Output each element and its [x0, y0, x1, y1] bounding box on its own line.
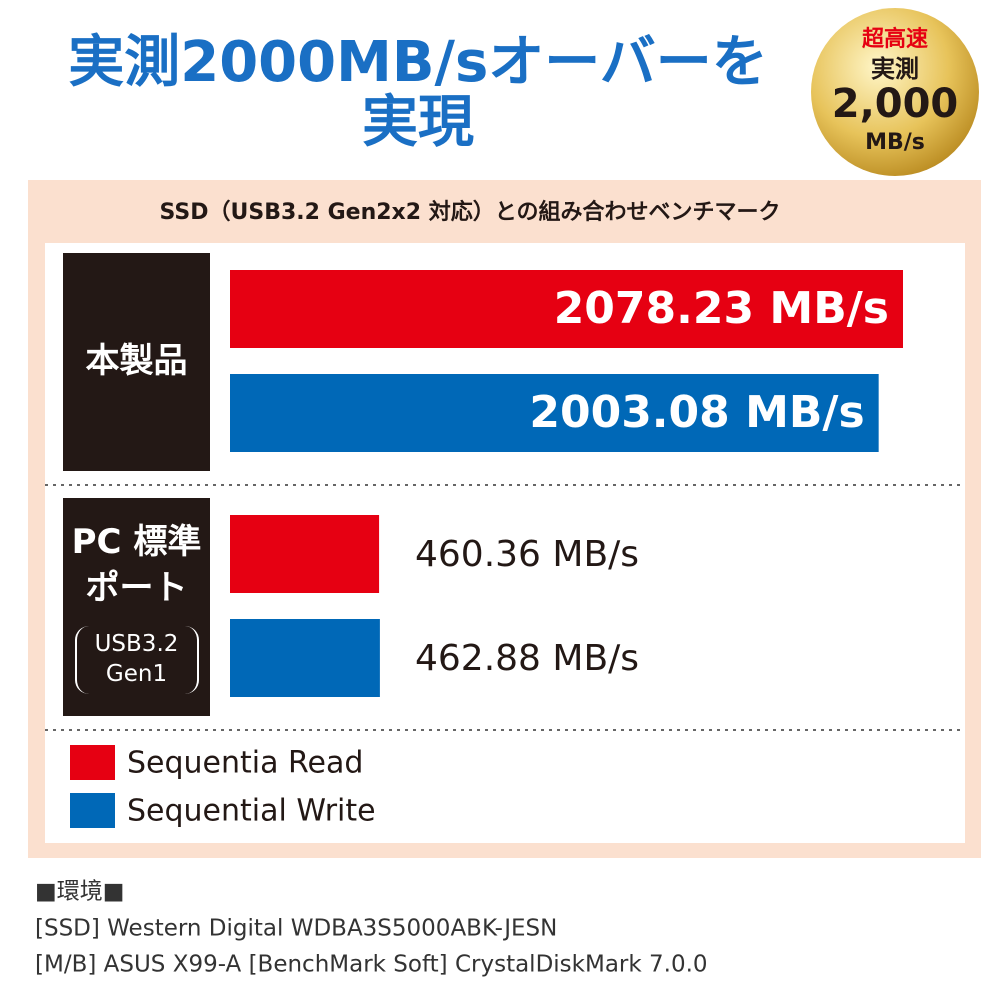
value-label: 2078.23 MB/s [554, 283, 889, 334]
badge-text: MB/s [865, 130, 925, 155]
category-text: 本製品 [85, 341, 188, 382]
footer-line: [M/B] ASUS X99-A [BenchMark Soft] Crysta… [35, 952, 708, 978]
category-label: PC 標準ポート USB3.2 Gen1 [63, 498, 210, 716]
badge-text: 実測 [871, 55, 919, 83]
bar [230, 270, 903, 348]
badge [811, 8, 979, 176]
bar [230, 619, 380, 697]
value-label: 462.88 MB/s [415, 638, 639, 679]
bar [230, 515, 380, 593]
category-note: USB3.2 Gen1 [74, 626, 199, 694]
category-label: 本製品 [63, 253, 210, 471]
footer-heading: ■環境■ [35, 879, 124, 905]
value-label: 460.36 MB/s [415, 534, 639, 575]
category-box [63, 498, 210, 716]
value-label: 2003.08 MB/s [529, 387, 864, 438]
badge-text: 2,000 [832, 81, 959, 127]
badge-text: 超高速 [862, 26, 928, 52]
bar [230, 374, 879, 452]
category-box [63, 253, 210, 471]
headline: 実現 [362, 90, 474, 155]
headline: 実測2000MB/sオーバーを [68, 30, 768, 95]
legend-label: Sequentia Read [127, 746, 363, 781]
legend-swatch [70, 793, 115, 828]
footer-line: [SSD] Western Digital WDBA3S5000ABK-JESN [35, 916, 557, 942]
category-text: PC 標準ポート [71, 522, 202, 609]
chart-title: SSD（USB3.2 Gen2x2 対応）との組み合わせベンチマーク [160, 199, 781, 225]
legend-swatch [70, 745, 115, 780]
legend-label: Sequential Write [127, 794, 376, 829]
